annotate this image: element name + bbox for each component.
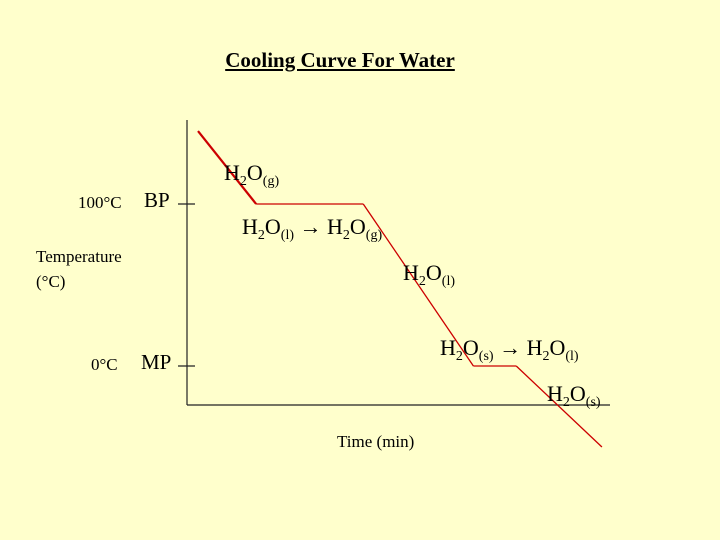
mp-label: MP	[141, 350, 172, 374]
curve-segment-5	[515, 365, 603, 448]
label-solid-phase: H2O(s)	[547, 381, 601, 410]
label-liquid-phase: H2O(l)	[403, 260, 455, 289]
arrow-icon: →	[499, 335, 522, 360]
curve-segment-1	[197, 130, 258, 205]
chart-title: Cooling Curve For Water	[225, 48, 455, 72]
y-axis-label-line2: (°C)	[36, 272, 66, 291]
bp-label: BP	[144, 188, 170, 212]
bp-value-label: 100°C	[78, 193, 122, 212]
y-axis-label-line1: Temperature	[36, 247, 122, 266]
x-axis-label: Time (min)	[337, 432, 415, 451]
label-condensation: H2O(l) → H2O(g)	[242, 214, 383, 243]
mp-value-label: 0°C	[91, 355, 118, 374]
curve-segment-3	[362, 203, 474, 367]
label-freezing: H2O(s) → H2O(l)	[440, 335, 579, 364]
arrow-icon: →	[299, 214, 322, 239]
label-gas-phase: H2O(g)	[224, 160, 280, 189]
curve-layer	[197, 130, 603, 448]
